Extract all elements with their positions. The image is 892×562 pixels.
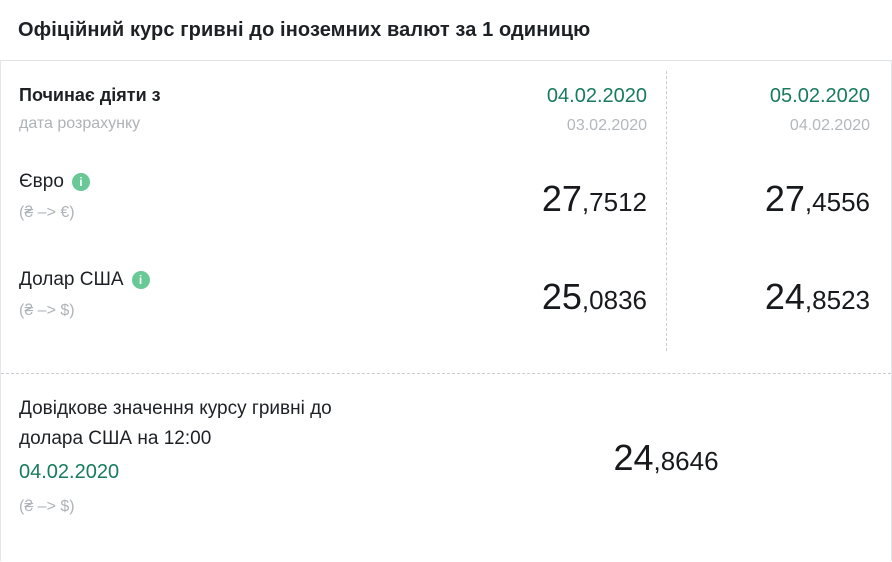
effective-date-1: 04.02.2020 <box>546 85 647 107</box>
rate-fraction: ,8523 <box>804 285 870 315</box>
rates-table-top: Починає діяти з дата розрахунку 04.02.20… <box>1 61 891 373</box>
effective-from-label: Починає діяти з <box>19 85 161 105</box>
currency-direction-euro: (₴ –> €) <box>19 204 75 221</box>
reference-rate: 24,8646 <box>613 440 718 476</box>
euro-rate-2: 27,4556 <box>667 159 891 257</box>
rate-fraction: ,7512 <box>581 187 647 217</box>
rate-integer: 25 <box>541 276 582 317</box>
page-title: Офіційний курс гривні до іноземних валют… <box>18 18 591 41</box>
rate-integer: 27 <box>764 178 805 219</box>
effective-date-2: 05.02.2020 <box>769 85 870 107</box>
reference-direction: (₴ –> $) <box>19 498 75 515</box>
usd-label-cell: Долар США i (₴ –> $) <box>1 257 438 355</box>
euro-rate-1: 27,7512 <box>438 159 667 257</box>
column-divider <box>666 71 667 351</box>
calculation-date-1: 03.02.2020 <box>566 117 647 134</box>
rate-fraction: ,8646 <box>653 446 719 476</box>
title-bar: Офіційний курс гривні до іноземних валют… <box>0 0 892 61</box>
rate-integer: 27 <box>541 178 582 219</box>
usd-rate-2: 24,8523 <box>667 257 891 355</box>
currency-direction-usd: (₴ –> $) <box>19 302 75 319</box>
euro-label-cell: Євро i (₴ –> €) <box>1 159 438 257</box>
header-label-cell: Починає діяти з дата розрахунку <box>1 61 438 159</box>
currency-name-euro: Євро <box>19 171 64 192</box>
reference-label: Довідкове значення курсу гривні до долар… <box>19 398 332 449</box>
reference-date: 04.02.2020 <box>19 461 120 483</box>
rate-fraction: ,4556 <box>804 187 870 217</box>
table-row-usd: Долар США i (₴ –> $) 25,0836 24,8523 <box>1 257 891 355</box>
section-divider <box>1 373 891 374</box>
table-row-euro: Євро i (₴ –> €) 27,7512 27,4556 <box>1 159 891 257</box>
currency-name-usd: Долар США <box>19 269 124 290</box>
rate-fraction: ,0836 <box>581 285 647 315</box>
usd-rate-1: 25,0836 <box>438 257 667 355</box>
rates-table: Починає діяти з дата розрахунку 04.02.20… <box>0 61 892 561</box>
info-icon[interactable]: i <box>131 271 150 289</box>
info-icon[interactable]: i <box>71 173 90 191</box>
calculation-date-label: дата розрахунку <box>19 115 141 132</box>
reference-section: Довідкове значення курсу гривні до долар… <box>1 374 891 561</box>
header-date-cell-2: 05.02.2020 04.02.2020 <box>667 61 891 159</box>
header-date-cell-1: 04.02.2020 03.02.2020 <box>438 61 667 159</box>
table-header-row: Починає діяти з дата розрахунку 04.02.20… <box>1 61 891 159</box>
calculation-date-2: 04.02.2020 <box>789 117 870 134</box>
rate-integer: 24 <box>613 437 654 478</box>
rate-integer: 24 <box>764 276 805 317</box>
